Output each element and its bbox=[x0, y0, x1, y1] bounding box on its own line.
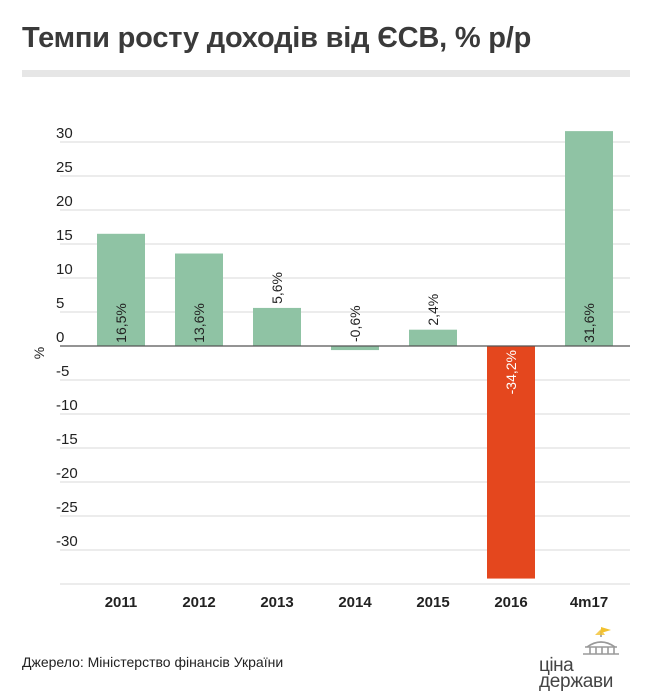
chart-title: Темпи росту доходів від ЄСВ, % р/р bbox=[22, 22, 532, 54]
y-tick-labels: 30 25 20 15 10 5 0 -5 -10 -15 -20 -25 -30 bbox=[56, 125, 78, 550]
y-axis-label: % bbox=[31, 347, 47, 359]
x-tick-label: 2012 bbox=[182, 594, 215, 611]
y-tick-label: -25 bbox=[56, 499, 78, 516]
bar-2016 bbox=[487, 346, 535, 579]
x-tick-label: 4m17 bbox=[570, 594, 608, 611]
x-tick-label: 2014 bbox=[338, 594, 372, 611]
bar-2012 bbox=[175, 253, 223, 346]
y-tick-label: -10 bbox=[56, 397, 78, 414]
y-tick-label: 5 bbox=[56, 295, 64, 312]
logo-text-bottom: держави bbox=[539, 671, 614, 692]
x-tick-label: 2011 bbox=[105, 594, 138, 611]
bars bbox=[97, 131, 613, 579]
data-label: -0,6% bbox=[347, 305, 363, 342]
y-tick-label: 15 bbox=[56, 227, 73, 244]
data-label: 2,4% bbox=[425, 294, 441, 326]
data-label: 16,5% bbox=[113, 303, 129, 343]
y-tick-label: -20 bbox=[56, 465, 78, 482]
y-tick-label: 30 bbox=[56, 125, 73, 142]
y-tick-label: -5 bbox=[56, 363, 69, 380]
source-note: Джерело: Міністерство фінансів України bbox=[22, 654, 284, 670]
data-label: -34,2% bbox=[503, 350, 519, 394]
bar-2011 bbox=[97, 233, 145, 346]
bar-2013 bbox=[253, 307, 301, 346]
data-labels: 16,5% 13,6% 5,6% -0,6% 2,4% -34,2% 31,6% bbox=[113, 272, 597, 394]
data-label: 13,6% bbox=[191, 303, 207, 343]
data-label: 5,6% bbox=[269, 272, 285, 304]
data-label: 31,6% bbox=[581, 303, 597, 343]
y-tick-label: 0 bbox=[56, 329, 64, 346]
logo-text-top: ціна bbox=[539, 655, 574, 676]
x-tick-label: 2016 bbox=[494, 594, 527, 611]
cina-derzhavy-logo[interactable]: ціна держави bbox=[535, 625, 640, 695]
x-tick-labels: 2011 2012 2013 2014 2015 2016 4m17 bbox=[105, 594, 608, 611]
bar-2014 bbox=[331, 346, 379, 351]
bar-2015 bbox=[409, 329, 457, 346]
title-divider bbox=[22, 70, 630, 77]
x-tick-label: 2013 bbox=[260, 594, 293, 611]
y-tick-label: -30 bbox=[56, 533, 78, 550]
y-tick-label: 10 bbox=[56, 261, 73, 278]
y-tick-label: 25 bbox=[56, 159, 73, 176]
bar-4m17 bbox=[565, 131, 613, 346]
x-tick-label: 2015 bbox=[416, 594, 449, 611]
grid-lines bbox=[60, 141, 630, 585]
y-tick-label: 20 bbox=[56, 193, 73, 210]
y-tick-label: -15 bbox=[56, 431, 78, 448]
parliament-building-icon bbox=[583, 627, 619, 655]
